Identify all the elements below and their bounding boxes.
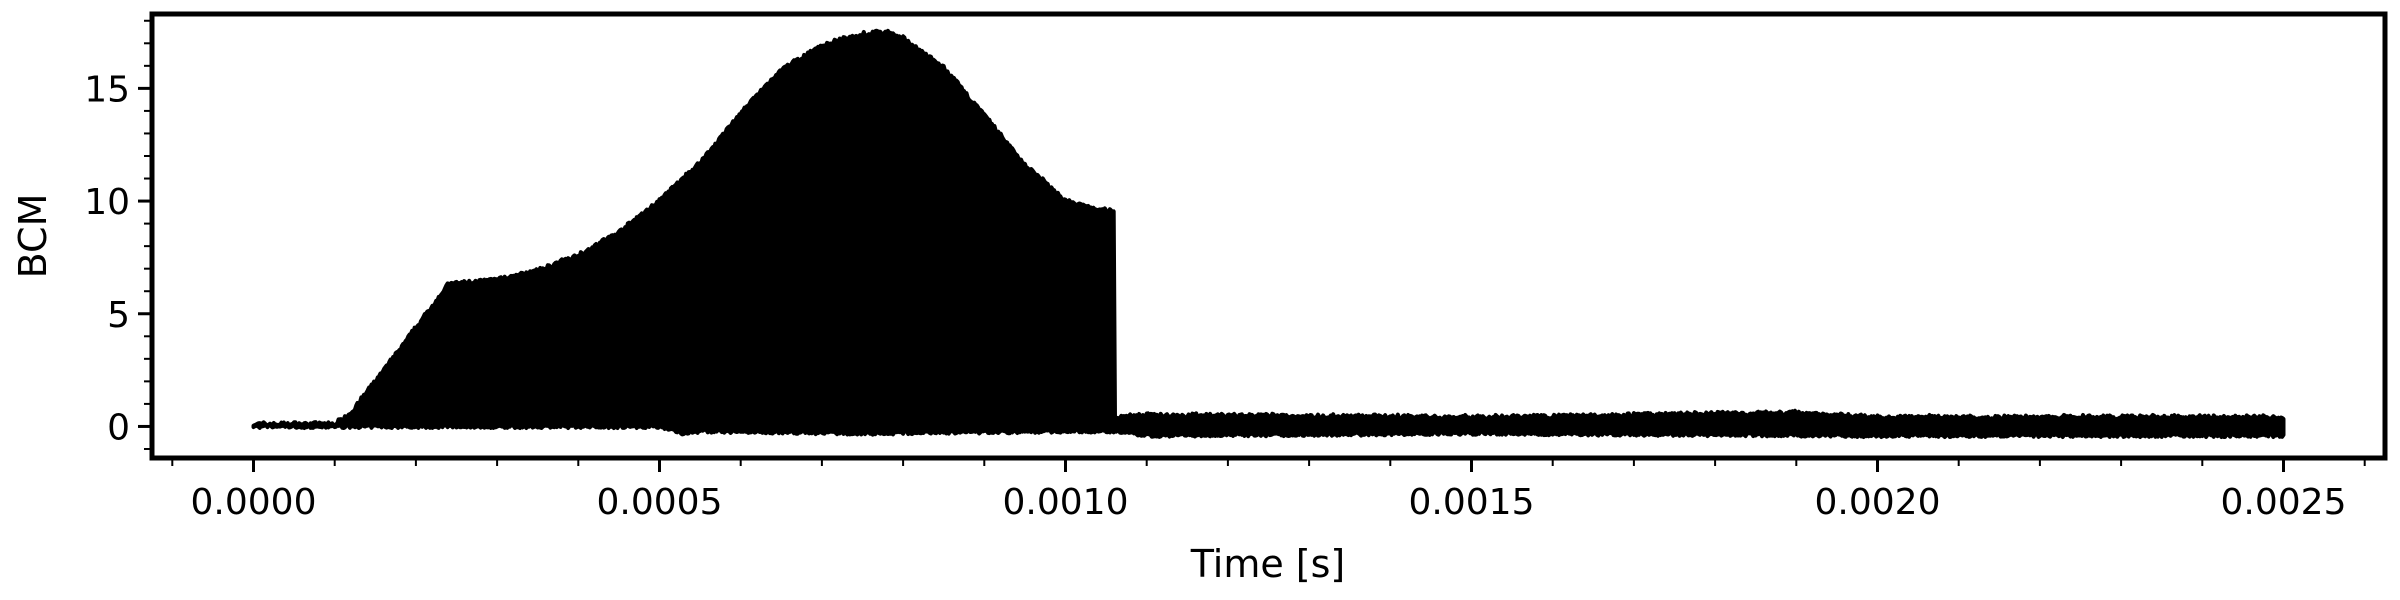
x-tick-label: 0.0020 (1815, 482, 1941, 523)
x-tick-label: 0.0015 (1409, 482, 1535, 523)
axes-frame (149, 11, 2388, 461)
x-axis-label: Time [s] (1190, 542, 1346, 586)
y-axis-label: BCM (11, 194, 55, 279)
y-tick-label: 10 (84, 182, 130, 223)
signal-envelope-series-0 (251, 28, 2286, 439)
plot-area (251, 28, 2286, 439)
x-tick-label: 0.0000 (191, 482, 317, 523)
y-tick-label: 5 (107, 295, 130, 336)
x-tick-label: 0.0010 (1003, 482, 1129, 523)
y-tick-label: 0 (107, 407, 130, 448)
x-tick-label: 0.0005 (597, 482, 723, 523)
axis-ticks: 0.0000 0.0005 0.0010 0.0015 0.0020 0.0025 0 5 10… (84, 19, 2366, 523)
x-tick-label: 0.0025 (2221, 482, 2347, 523)
y-tick-label: 15 (84, 69, 130, 110)
